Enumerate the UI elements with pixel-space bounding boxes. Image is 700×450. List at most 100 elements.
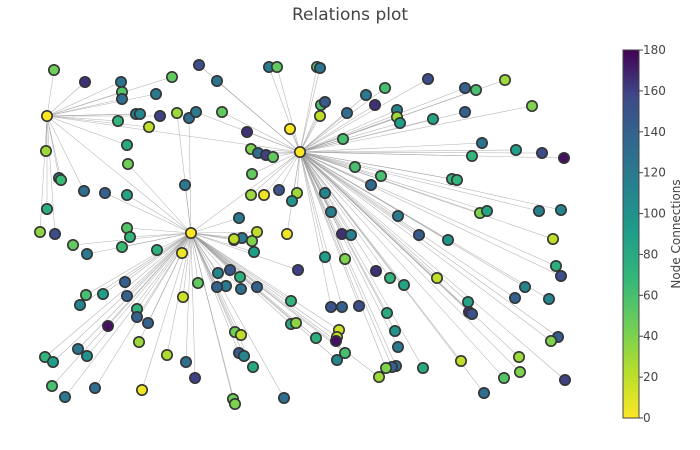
node-point[interactable] [393,117,406,130]
node-point[interactable] [549,259,562,272]
node-point[interactable] [544,334,557,347]
node-point[interactable] [190,106,203,119]
node-point[interactable] [154,110,167,123]
node-point[interactable] [33,226,46,239]
node-point[interactable] [78,185,91,198]
node-point[interactable] [266,151,279,164]
node-point[interactable] [142,316,155,329]
node-point[interactable] [150,88,163,101]
node-point[interactable] [372,370,385,383]
node-point[interactable] [508,291,521,304]
node-point[interactable] [122,158,135,171]
node-point[interactable] [216,106,229,119]
node-point[interactable] [246,168,259,181]
node-point[interactable] [166,71,179,84]
node-point[interactable] [378,82,391,95]
node-point[interactable] [46,355,59,368]
node-point[interactable] [557,152,570,165]
node-point[interactable] [246,235,259,248]
node-point[interactable] [121,139,134,152]
node-point[interactable] [340,107,353,120]
node-point[interactable] [212,266,225,279]
node-point[interactable] [461,295,474,308]
node-point[interactable] [338,253,351,266]
node-point[interactable] [79,76,92,89]
node-point[interactable] [39,145,52,158]
node-point[interactable] [48,228,61,241]
node-point[interactable] [58,390,71,403]
node-point[interactable] [458,106,471,119]
node-point[interactable] [72,342,85,355]
node-point[interactable] [233,212,246,225]
node-point[interactable] [469,84,482,97]
node-point[interactable] [251,226,264,239]
node-point[interactable] [171,107,184,120]
node-point[interactable] [379,361,392,374]
node-point[interactable] [131,310,144,323]
node-point[interactable] [74,298,87,311]
node-point[interactable] [512,350,525,363]
node-point[interactable] [318,251,331,264]
node-point[interactable] [272,184,285,197]
node-point[interactable] [81,248,94,261]
node-point[interactable] [289,316,302,329]
node-point[interactable] [359,89,372,102]
node-point[interactable] [465,150,478,163]
node-point[interactable] [513,365,526,378]
node-point[interactable] [313,61,326,74]
node-point[interactable] [324,300,337,313]
node-point[interactable] [102,319,115,332]
node-point[interactable] [238,349,251,362]
node-point[interactable] [374,170,387,183]
hub-node[interactable] [185,227,198,240]
node-point[interactable] [324,206,337,219]
node-point[interactable] [45,379,58,392]
node-point[interactable] [285,195,298,208]
node-point[interactable] [133,335,146,348]
node-point[interactable] [535,147,548,160]
node-point[interactable] [115,76,128,89]
node-point[interactable] [193,58,206,71]
node-point[interactable] [542,292,555,305]
node-point[interactable] [497,371,510,384]
node-point[interactable] [247,360,260,373]
node-point[interactable] [248,246,261,259]
node-point[interactable] [251,280,264,293]
node-point[interactable] [364,179,377,192]
node-point[interactable] [554,204,567,217]
node-point[interactable] [477,386,490,399]
node-point[interactable] [176,247,189,260]
node-point[interactable] [441,234,454,247]
node-point[interactable] [97,287,110,300]
node-point[interactable] [368,99,381,112]
node-point[interactable] [80,288,93,301]
node-point[interactable] [383,271,396,284]
node-point[interactable] [211,280,224,293]
node-point[interactable] [229,397,242,410]
node-point[interactable] [344,229,357,242]
node-point[interactable] [211,75,224,88]
node-point[interactable] [388,324,401,337]
node-point[interactable] [454,354,467,367]
node-point[interactable] [352,299,365,312]
node-point[interactable] [318,187,331,200]
node-point[interactable] [161,348,174,361]
node-point[interactable] [480,205,493,218]
node-point[interactable] [426,113,439,126]
node-point[interactable] [412,229,425,242]
node-point[interactable] [270,60,283,73]
node-point[interactable] [134,108,147,121]
node-point[interactable] [177,290,190,303]
node-point[interactable] [121,289,134,302]
node-point[interactable] [277,391,290,404]
node-point[interactable] [348,161,361,174]
node-point[interactable] [329,334,342,347]
node-point[interactable] [151,244,164,257]
hub-node[interactable] [40,110,53,123]
node-point[interactable] [313,110,326,123]
node-point[interactable] [330,353,343,366]
node-point[interactable] [89,381,102,394]
node-point[interactable] [369,264,382,277]
node-point[interactable] [143,121,156,134]
node-point[interactable] [136,383,149,396]
